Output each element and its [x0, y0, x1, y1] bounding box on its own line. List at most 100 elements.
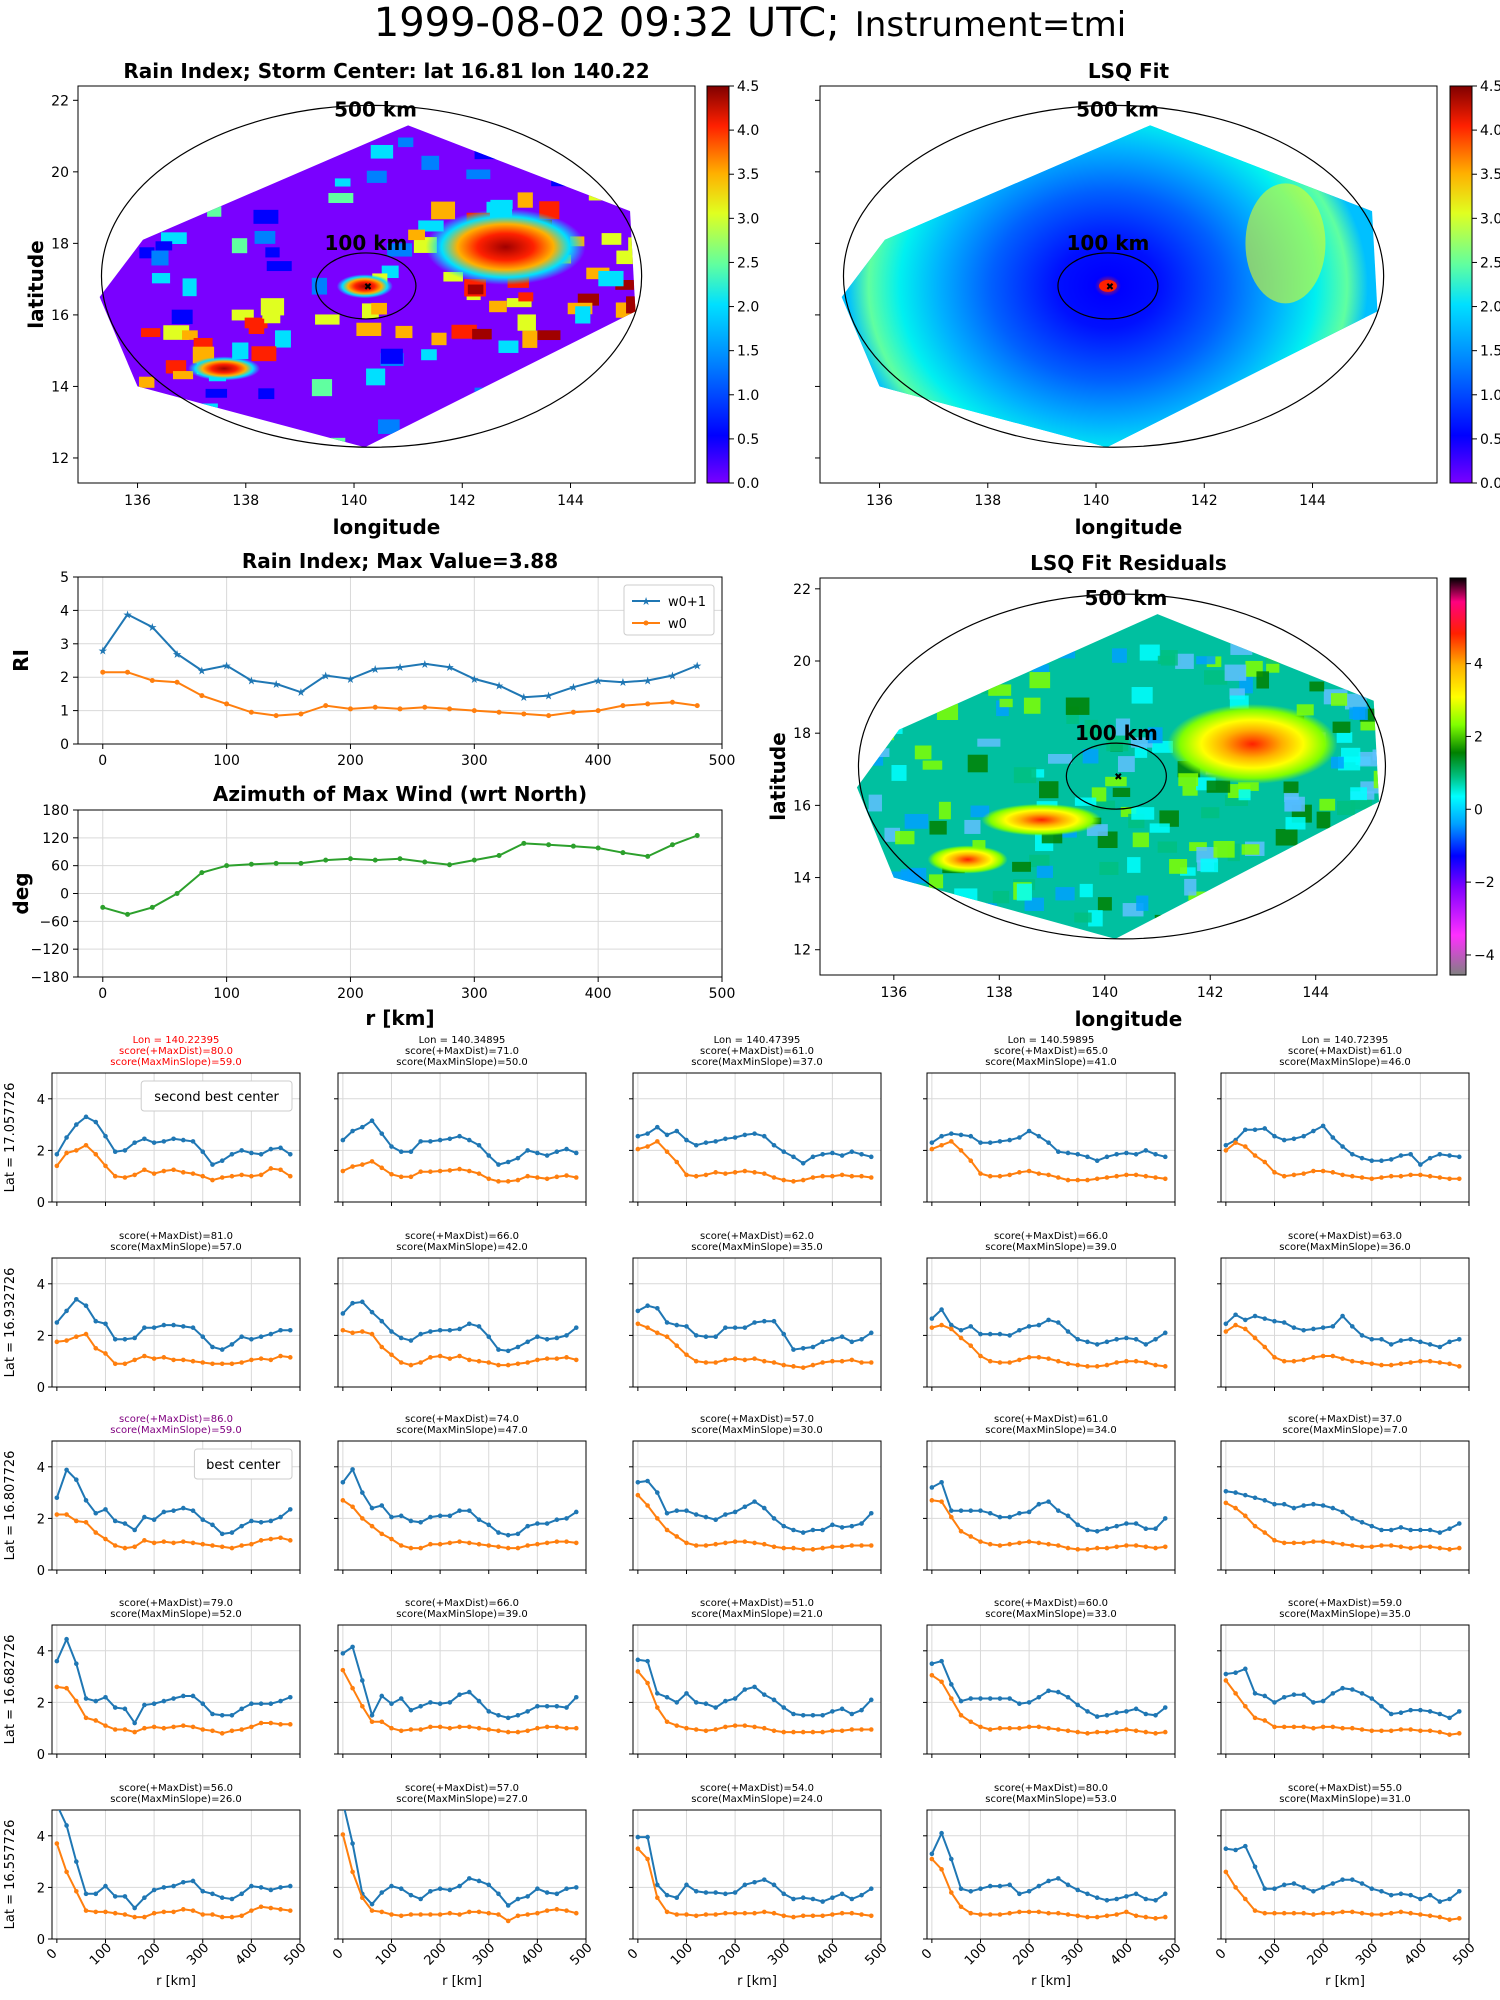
dot-marker-icon: [573, 1910, 579, 1916]
dot-marker-icon: [1447, 1153, 1452, 1158]
panel-title-line: score(MaxMinSlope)=37.0: [691, 1057, 822, 1068]
dot-marker-icon: [1114, 1523, 1119, 1529]
field-cell: [1112, 787, 1131, 798]
dot-marker-icon: [515, 1361, 521, 1367]
dot-marker-icon: [573, 1325, 579, 1330]
row-lat-label: Lat = 17.057726: [3, 1083, 18, 1193]
dot-marker-icon: [1437, 1711, 1443, 1717]
dot-marker-icon: [112, 1543, 118, 1548]
series-line-w0+1: [342, 1300, 577, 1352]
panel-title-line: score(MaxMinSlope)=35.0: [691, 1242, 822, 1253]
dot-marker-icon: [122, 1727, 128, 1732]
dot-marker-icon: [1408, 1151, 1413, 1157]
dot-marker-icon: [1223, 1329, 1229, 1334]
y-tick-label: 120: [42, 831, 69, 847]
dot-marker-icon: [398, 1360, 404, 1365]
colorbar-tick-label: 0.0: [1480, 476, 1500, 492]
dot-marker-icon: [457, 1508, 462, 1513]
field-cell: [1288, 619, 1302, 633]
dot-marker-icon: [418, 1139, 423, 1144]
dot-marker-icon: [1340, 1685, 1345, 1691]
dot-marker-icon: [360, 1490, 365, 1495]
dot-marker-icon: [684, 1352, 689, 1358]
dot-marker-icon: [1143, 1914, 1149, 1920]
dot-marker-icon: [1036, 1540, 1042, 1546]
azimuth-profile: Azimuth of Max Wind (wrt North)0 100 200 30…: [9, 782, 735, 1030]
dot-marker-icon: [298, 711, 304, 717]
dot-marker-icon: [397, 706, 403, 712]
dot-marker-icon: [1281, 1882, 1287, 1888]
dot-marker-icon: [418, 1331, 423, 1337]
field-cell: [999, 698, 1013, 708]
dot-marker-icon: [791, 1914, 796, 1920]
dot-marker-icon: [684, 1882, 689, 1888]
field-cell: [489, 300, 507, 313]
panel-title-line: score(MaxMinSlope)=52.0: [110, 1609, 241, 1620]
dot-marker-icon: [112, 1910, 118, 1916]
dot-marker-icon: [258, 1172, 264, 1178]
dot-marker-icon: [859, 1336, 864, 1342]
dot-marker-icon: [929, 1140, 935, 1145]
dot-marker-icon: [200, 1517, 206, 1522]
dot-marker-icon: [1301, 1885, 1306, 1890]
field-cell: [1257, 630, 1271, 644]
panel-title-line: score(MaxMinSlope)=46.0: [1279, 1057, 1410, 1068]
y-tick-label: −60: [39, 914, 69, 930]
panel-frame: [632, 1257, 882, 1388]
dot-marker-icon: [742, 1357, 748, 1363]
dot-marker-icon: [1379, 1362, 1384, 1368]
field-cell: [620, 174, 636, 184]
dot-marker-icon: [219, 1544, 225, 1550]
field-cell: [1036, 865, 1053, 878]
dot-marker-icon: [122, 1521, 128, 1526]
dot-marker-icon: [398, 1149, 404, 1154]
dot-marker-icon: [544, 1724, 550, 1730]
dot-marker-icon: [515, 1913, 521, 1919]
dot-marker-icon: [1065, 1513, 1071, 1519]
panel-frame: [1220, 1072, 1470, 1203]
dot-marker-icon: [1369, 1158, 1375, 1164]
dot-marker-icon: [151, 1140, 157, 1145]
x-tick-label: 400: [585, 753, 612, 769]
panel-series: [340, 1467, 579, 1551]
panel-title-line: score(MaxMinSlope)=35.0: [1279, 1609, 1410, 1620]
field-cell: [936, 703, 959, 720]
dot-marker-icon: [564, 1173, 569, 1178]
panel-series: [54, 1296, 293, 1367]
dot-marker-icon: [1330, 1135, 1336, 1140]
dot-marker-icon: [210, 1912, 215, 1917]
dot-marker-icon: [1243, 1127, 1248, 1133]
grid-panel: score(+MaxDist)=62.0score(MaxMinSlope)=3…: [629, 1231, 882, 1391]
dot-marker-icon: [1133, 1521, 1139, 1526]
x-tick-label: 0: [625, 1946, 641, 1962]
grid-panel: score(+MaxDist)=51.0score(MaxMinSlope)=2…: [629, 1598, 882, 1758]
dot-marker-icon: [761, 1171, 767, 1176]
dot-marker-icon: [1272, 1133, 1277, 1139]
dot-marker-icon: [1369, 1912, 1375, 1917]
dot-marker-icon: [418, 1360, 423, 1365]
field-cell: [1331, 756, 1344, 769]
y-tick-label: 22: [793, 582, 811, 598]
dot-marker-icon: [1349, 1173, 1355, 1179]
dot-marker-icon: [939, 1479, 944, 1485]
dot-marker-icon: [457, 1166, 462, 1172]
dot-marker-icon: [379, 1318, 385, 1324]
dot-marker-icon: [408, 1362, 414, 1368]
x-tick-label: 100: [213, 753, 240, 769]
dot-marker-icon: [978, 1331, 983, 1337]
dot-marker-icon: [525, 1339, 530, 1345]
field-cell: [462, 397, 483, 407]
dot-marker-icon: [761, 1692, 767, 1697]
dot-marker-icon: [1223, 1142, 1229, 1148]
panel-title-line: score(+MaxDist)=61.0: [700, 1046, 814, 1057]
field-cell: [992, 890, 1010, 904]
dot-marker-icon: [1418, 1172, 1423, 1178]
dot-marker-icon: [219, 1895, 225, 1901]
dot-marker-icon: [389, 1329, 394, 1334]
dot-marker-icon: [693, 1173, 699, 1179]
x-tick-label: 200: [422, 1940, 450, 1968]
dot-marker-icon: [360, 1516, 365, 1521]
dot-marker-icon: [1262, 1126, 1268, 1131]
dot-marker-icon: [93, 1718, 99, 1723]
dot-marker-icon: [239, 1706, 244, 1712]
